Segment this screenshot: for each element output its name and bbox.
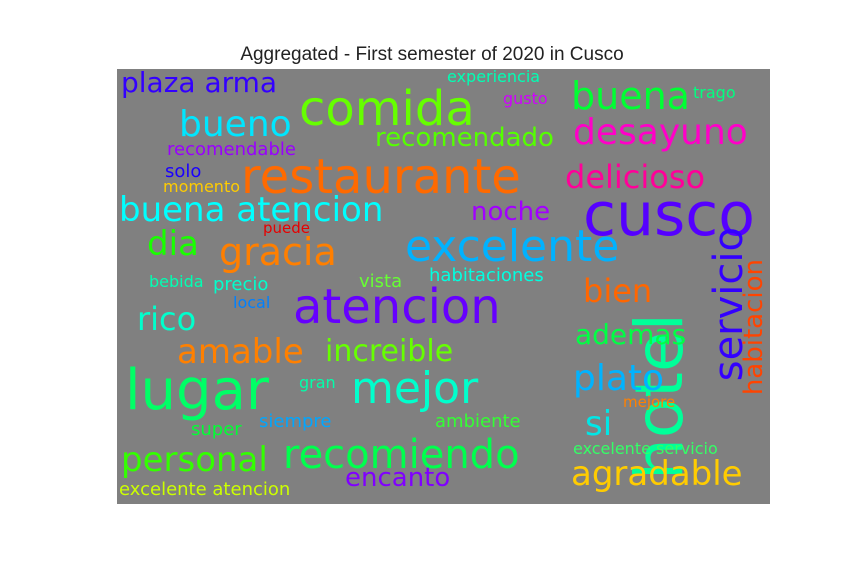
word-restaurante: restaurante	[241, 149, 521, 205]
word-plaza-arma: plaza arma	[121, 69, 278, 99]
word-excelente: excelente	[405, 221, 620, 272]
word-mejore: mejore	[623, 393, 676, 411]
word-experiencia: experiencia	[447, 69, 541, 86]
word-agradable: agradable	[571, 454, 743, 494]
word-lugar: lugar	[125, 358, 269, 423]
word-excelente-servicio: excelente servicio	[573, 439, 718, 458]
word-habitaciones: habitaciones	[429, 265, 544, 286]
word-cusco: cusco	[583, 180, 755, 250]
word-vista: vista	[359, 271, 403, 292]
word-super: super	[191, 419, 242, 440]
word-trago: trago	[693, 83, 736, 102]
word-rico: rico	[137, 300, 197, 338]
word-amable: amable	[177, 332, 304, 372]
word-recomendado: recomendado	[375, 123, 554, 153]
word-personal: personal	[121, 440, 268, 480]
word-gran: gran	[299, 373, 336, 392]
word-ademas: ademas	[575, 318, 687, 351]
word-bueno: bueno	[179, 104, 292, 145]
word-ambiente: ambiente	[435, 411, 521, 432]
word-comida: comida	[299, 81, 475, 137]
word-momento: momento	[163, 177, 241, 196]
word-noche: noche	[471, 197, 551, 227]
word-dia: dia	[147, 224, 199, 264]
word-excelente-atencion: excelente atencion	[119, 479, 291, 500]
word-solo: solo	[165, 161, 202, 182]
word-gusto: gusto	[503, 89, 548, 108]
word-puede: puede	[263, 219, 311, 237]
word-recomiendo: recomiendo	[283, 432, 520, 478]
word-si: si	[585, 404, 613, 444]
word-local: local	[233, 293, 271, 312]
word-mejor: mejor	[351, 363, 479, 414]
word-cloud: hotel cusco lugar restaurante excelente atenc…	[117, 69, 770, 504]
word-buena-atencion: buena atencion	[119, 190, 384, 230]
word-atencion: atencion	[293, 279, 501, 335]
word-encanto: encanto	[345, 463, 451, 493]
word-buena: buena	[571, 74, 690, 118]
word-increible: increible	[325, 334, 454, 369]
word-delicioso: delicioso	[565, 158, 706, 196]
word-gracia: gracia	[219, 230, 337, 274]
word-desayuno: desayuno	[573, 112, 748, 153]
word-bien: bien	[583, 272, 653, 310]
word-recomendable: recomendable	[167, 139, 296, 160]
word-precio: precio	[213, 274, 269, 295]
word-bebida: bebida	[149, 272, 204, 291]
word-habitacion: habitacion	[739, 259, 769, 396]
word-plato: plato	[573, 358, 665, 399]
chart-title: Aggregated - First semester of 2020 in C…	[240, 44, 624, 65]
word-siempre: siempre	[259, 411, 332, 432]
